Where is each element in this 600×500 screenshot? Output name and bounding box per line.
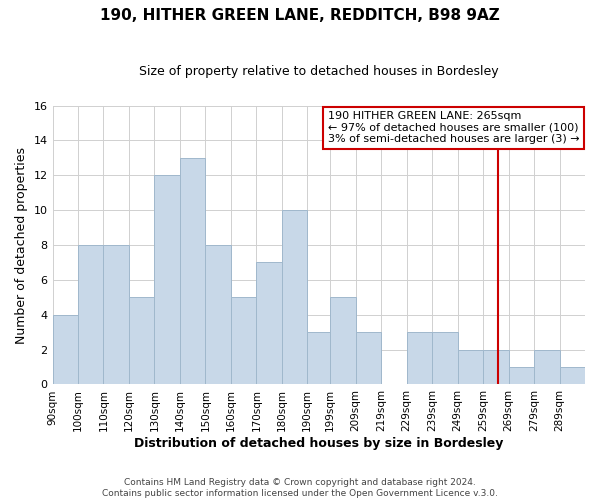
- Bar: [103, 245, 129, 384]
- Text: 190 HITHER GREEN LANE: 265sqm
← 97% of detached houses are smaller (100)
3% of s: 190 HITHER GREEN LANE: 265sqm ← 97% of d…: [328, 111, 580, 144]
- Bar: [53, 314, 78, 384]
- Y-axis label: Number of detached properties: Number of detached properties: [15, 146, 28, 344]
- Bar: [356, 332, 381, 384]
- Bar: [330, 298, 356, 384]
- Bar: [231, 298, 256, 384]
- Text: Contains HM Land Registry data © Crown copyright and database right 2024.
Contai: Contains HM Land Registry data © Crown c…: [102, 478, 498, 498]
- Bar: [78, 245, 103, 384]
- Bar: [154, 176, 180, 384]
- Bar: [458, 350, 483, 384]
- Bar: [534, 350, 560, 384]
- Bar: [483, 350, 509, 384]
- Bar: [205, 245, 231, 384]
- X-axis label: Distribution of detached houses by size in Bordesley: Distribution of detached houses by size …: [134, 437, 503, 450]
- Bar: [307, 332, 330, 384]
- Bar: [509, 367, 534, 384]
- Bar: [282, 210, 307, 384]
- Bar: [432, 332, 458, 384]
- Title: Size of property relative to detached houses in Bordesley: Size of property relative to detached ho…: [139, 65, 499, 78]
- Bar: [560, 367, 585, 384]
- Bar: [180, 158, 205, 384]
- Bar: [256, 262, 282, 384]
- Bar: [129, 298, 154, 384]
- Bar: [407, 332, 432, 384]
- Text: 190, HITHER GREEN LANE, REDDITCH, B98 9AZ: 190, HITHER GREEN LANE, REDDITCH, B98 9A…: [100, 8, 500, 22]
